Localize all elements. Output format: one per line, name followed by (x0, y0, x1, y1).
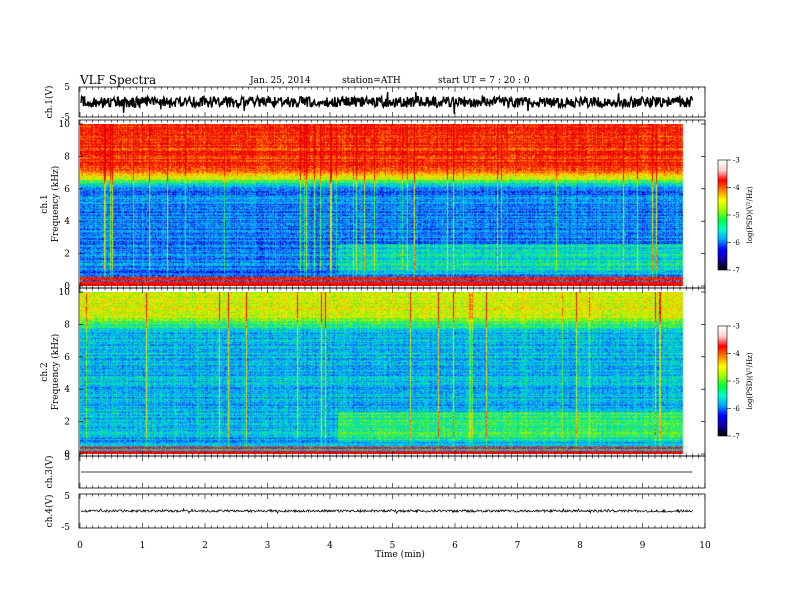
ch2-ytick-label-0: 0 (64, 450, 70, 460)
figure-start-time: start UT = 7 : 20 : 0 (438, 76, 530, 86)
ch1-ytick-label-10: 10 (59, 120, 71, 130)
ch1-ytick-label-0: 0 (64, 282, 70, 292)
ch1-spectrogram-panel: ch.1 Frequency (kHz) 0 2 4 6 8 10 (40, 119, 706, 292)
time-tick-label-3: 3 (265, 541, 271, 551)
time-tick-label-1: 1 (140, 541, 146, 551)
ch2-cbar-tick-label--5: -5 (733, 378, 740, 386)
ch2-colorbar: -3 -4 -5 -6 -7 log(PSD)(V²/Hz) (717, 323, 754, 441)
time-axis-label: Time (min) (375, 549, 425, 560)
ch2-colorbar-image-holder (718, 326, 727, 436)
ch1-ytick-label-6: 6 (64, 185, 70, 195)
ch1-waveform-ylabel: ch.1(V) (44, 86, 55, 119)
ch4-waveform-ytick-bottom: -5 (61, 523, 70, 533)
ch1-ytick-label-2: 2 (64, 250, 70, 260)
ch2-ytick-label-10: 10 (59, 288, 71, 298)
ch2-cbar-tick-label--4: -4 (733, 350, 740, 358)
ch3-waveform-panel: ch.3(V) 5 (44, 453, 706, 489)
ch1-waveform-panel: ch.1(V) 5 -5 (44, 83, 706, 123)
ch2-frequency-ticks: 0 2 4 6 8 10 (59, 288, 705, 460)
ch2-spectrogram-ylabel: Frequency (kHz) (50, 334, 61, 411)
ch2-cbar-tick-label--6: -6 (733, 405, 740, 413)
ch3-waveform-frame (78, 455, 706, 489)
ch2-colorbar-image (718, 326, 727, 436)
ch1-spectrogram-image-holder (80, 124, 695, 286)
ch1-waveform-ytick-bottom: -5 (61, 113, 70, 123)
ch3-waveform-ylabel: ch.3(V) (44, 456, 55, 489)
ch1-colorbar-ticks: -3 -4 -5 -6 -7 (727, 157, 740, 275)
time-tick-label-8: 8 (577, 541, 583, 551)
ch1-cbar-tick-label--5: -5 (733, 212, 740, 220)
ch1-trace (80, 91, 694, 114)
ch1-cbar-tick-label--7: -7 (733, 267, 740, 275)
time-tick-label-10: 10 (699, 541, 711, 551)
time-axis-ticks: 0 1 2 3 4 5 6 7 8 9 10 (77, 87, 711, 551)
ch4-trace (80, 507, 693, 515)
time-tick-label-4: 4 (327, 541, 333, 551)
ch2-spectrogram-image-holder (80, 292, 695, 454)
figure-station: station=ATH (342, 76, 401, 86)
ch2-colorbar-label: log(PSD)(V²/Hz) (746, 352, 754, 409)
ch4-trace-line (80, 507, 693, 515)
time-tick-label-6: 6 (452, 541, 458, 551)
time-tick-label-5: 5 (390, 541, 396, 551)
ch2-ytick-label-4: 4 (64, 385, 70, 395)
ch2-cbar-tick-label--7: -7 (733, 433, 740, 441)
ch4-waveform-ylabel: ch.4(V) (44, 495, 55, 528)
figure-date: Jan. 25, 2014 (249, 76, 311, 86)
ch3-waveform-ytick-top: 5 (64, 453, 70, 463)
ch1-frequency-ticks: 0 2 4 6 8 10 (59, 120, 705, 292)
ch1-spectrogram-ylabel: Frequency (kHz) (50, 166, 61, 243)
ch1-colorbar-label: log(PSD)(V²/Hz) (746, 186, 754, 243)
ch1-colorbar: -3 -4 -5 -6 -7 log(PSD)(V²/Hz) (717, 157, 754, 275)
ch2-spectrogram-channel-label: ch.2 (40, 362, 50, 381)
ch4-waveform-frame (78, 493, 706, 529)
time-tick-label-9: 9 (640, 541, 646, 551)
ch1-cbar-tick-label--3: -3 (733, 157, 740, 165)
ch1-colorbar-image-holder (718, 160, 727, 270)
ch1-spectrogram-image (80, 124, 695, 286)
figure-title: VLF Spectra (79, 73, 156, 87)
ch2-spectrogram-panel: ch.2 Frequency (kHz) 0 2 4 6 8 10 (40, 287, 706, 460)
ch1-waveform-ytick-top: 5 (64, 83, 70, 93)
time-tick-label-7: 7 (515, 541, 521, 551)
ch1-cbar-tick-label--4: -4 (733, 184, 740, 192)
ch4-waveform-ytick-top: 5 (64, 492, 70, 502)
ch2-ytick-label-8: 8 (64, 320, 70, 330)
time-tick-label-0: 0 (77, 541, 83, 551)
ch1-spectrogram-channel-label: ch.1 (40, 194, 50, 213)
ch2-colorbar-ticks: -3 -4 -5 -6 -7 (727, 323, 740, 441)
ch2-spectrogram-image (80, 292, 695, 454)
ch1-cbar-tick-label--6: -6 (733, 239, 740, 247)
ch1-waveform-frame (78, 86, 706, 118)
ch1-ytick-label-4: 4 (64, 217, 70, 227)
ch2-ytick-label-6: 6 (64, 353, 70, 363)
ch1-ytick-label-8: 8 (64, 152, 70, 162)
ch1-trace-line (80, 91, 694, 114)
ch1-colorbar-image (718, 160, 727, 270)
ch2-ytick-label-2: 2 (64, 418, 70, 428)
ch4-waveform-panel: ch.4(V) 5 -5 (44, 492, 706, 533)
time-tick-label-2: 2 (202, 541, 208, 551)
ch2-cbar-tick-label--3: -3 (733, 323, 740, 331)
